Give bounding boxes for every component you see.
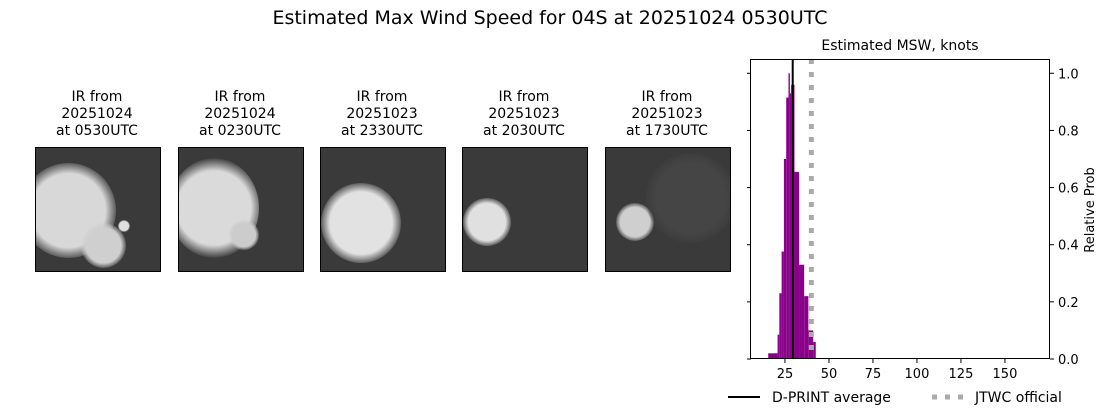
histogram-bar — [781, 251, 784, 359]
plot-frame — [750, 59, 1050, 359]
histogram-bar — [808, 330, 814, 359]
panel-caption: IR from 20251024 at 0230UTC — [177, 89, 303, 140]
cloud-mass — [118, 220, 130, 232]
caption-line: at 2330UTC — [341, 123, 423, 139]
panel-caption: IR from 20251023 at 1730UTC — [604, 89, 730, 140]
caption-line: 20251023 — [488, 106, 560, 122]
figure-title: Estimated Max Wind Speed for 04S at 2025… — [272, 7, 828, 29]
histogram-bar — [777, 334, 780, 359]
caption-line: IR from — [498, 89, 550, 105]
cloud-mass — [229, 220, 259, 250]
caption-line: at 1730UTC — [626, 123, 708, 139]
y-tick-label: 1.0 — [1058, 67, 1079, 82]
ir-satellite-image — [462, 147, 588, 272]
caption-line: 20251024 — [61, 106, 133, 122]
caption-line: at 0230UTC — [199, 123, 281, 139]
caption-line: at 2030UTC — [483, 123, 565, 139]
caption-line: IR from — [214, 89, 266, 105]
y-tick-label: 0.2 — [1058, 296, 1079, 311]
chart-title: Estimated MSW, knots — [821, 38, 978, 54]
caption-line: 20251023 — [346, 106, 418, 122]
histogram-bar — [779, 293, 782, 359]
x-tick-label: 100 — [905, 367, 930, 382]
caption-line: IR from — [356, 89, 408, 105]
panel-caption: IR from 20251023 at 2330UTC — [319, 89, 445, 140]
caption-line: at 0530UTC — [56, 123, 138, 139]
caption-line: 20251023 — [631, 106, 703, 122]
y-tick-label: 0.4 — [1058, 239, 1079, 254]
histogram-bar — [786, 97, 789, 360]
histogram-bar — [788, 73, 790, 360]
y-tick-label: 0.0 — [1058, 353, 1079, 368]
ir-satellite-image — [320, 147, 446, 272]
histogram-bar — [783, 159, 787, 359]
histogram-bar — [799, 264, 805, 359]
x-tick-label: 25 — [777, 367, 794, 382]
histogram-bar — [794, 171, 800, 359]
panel-caption: IR from 20251023 at 2030UTC — [461, 89, 587, 140]
y-axis-label: Relative Prob — [1083, 167, 1098, 252]
cloud-mass — [646, 153, 730, 243]
caption-line: IR from — [71, 89, 123, 105]
x-tick-label: 150 — [993, 367, 1018, 382]
histogram-bar — [813, 341, 816, 359]
legend-dprint-label: D-PRINT average — [772, 390, 891, 406]
cloud-mass — [463, 198, 511, 246]
y-tick-label: 0.6 — [1058, 182, 1079, 197]
y-tick-label: 0.8 — [1058, 124, 1079, 139]
ir-satellite-image — [605, 147, 731, 272]
histogram-bar — [789, 93, 792, 360]
panel-caption: IR from 20251024 at 0530UTC — [34, 89, 160, 140]
x-tick-label: 125 — [949, 367, 974, 382]
caption-line: 20251024 — [204, 106, 276, 122]
histogram-bar — [768, 353, 778, 359]
cloud-mass — [81, 223, 126, 268]
legend-jtwc-label: JTWC official — [974, 390, 1062, 406]
cloud-mass — [321, 183, 401, 263]
ir-satellite-image — [35, 147, 161, 272]
x-tick-label: 75 — [865, 367, 882, 382]
caption-line: IR from — [641, 89, 693, 105]
ir-satellite-image — [178, 147, 304, 272]
x-tick-label: 50 — [821, 367, 838, 382]
histogram-bar — [804, 296, 809, 359]
